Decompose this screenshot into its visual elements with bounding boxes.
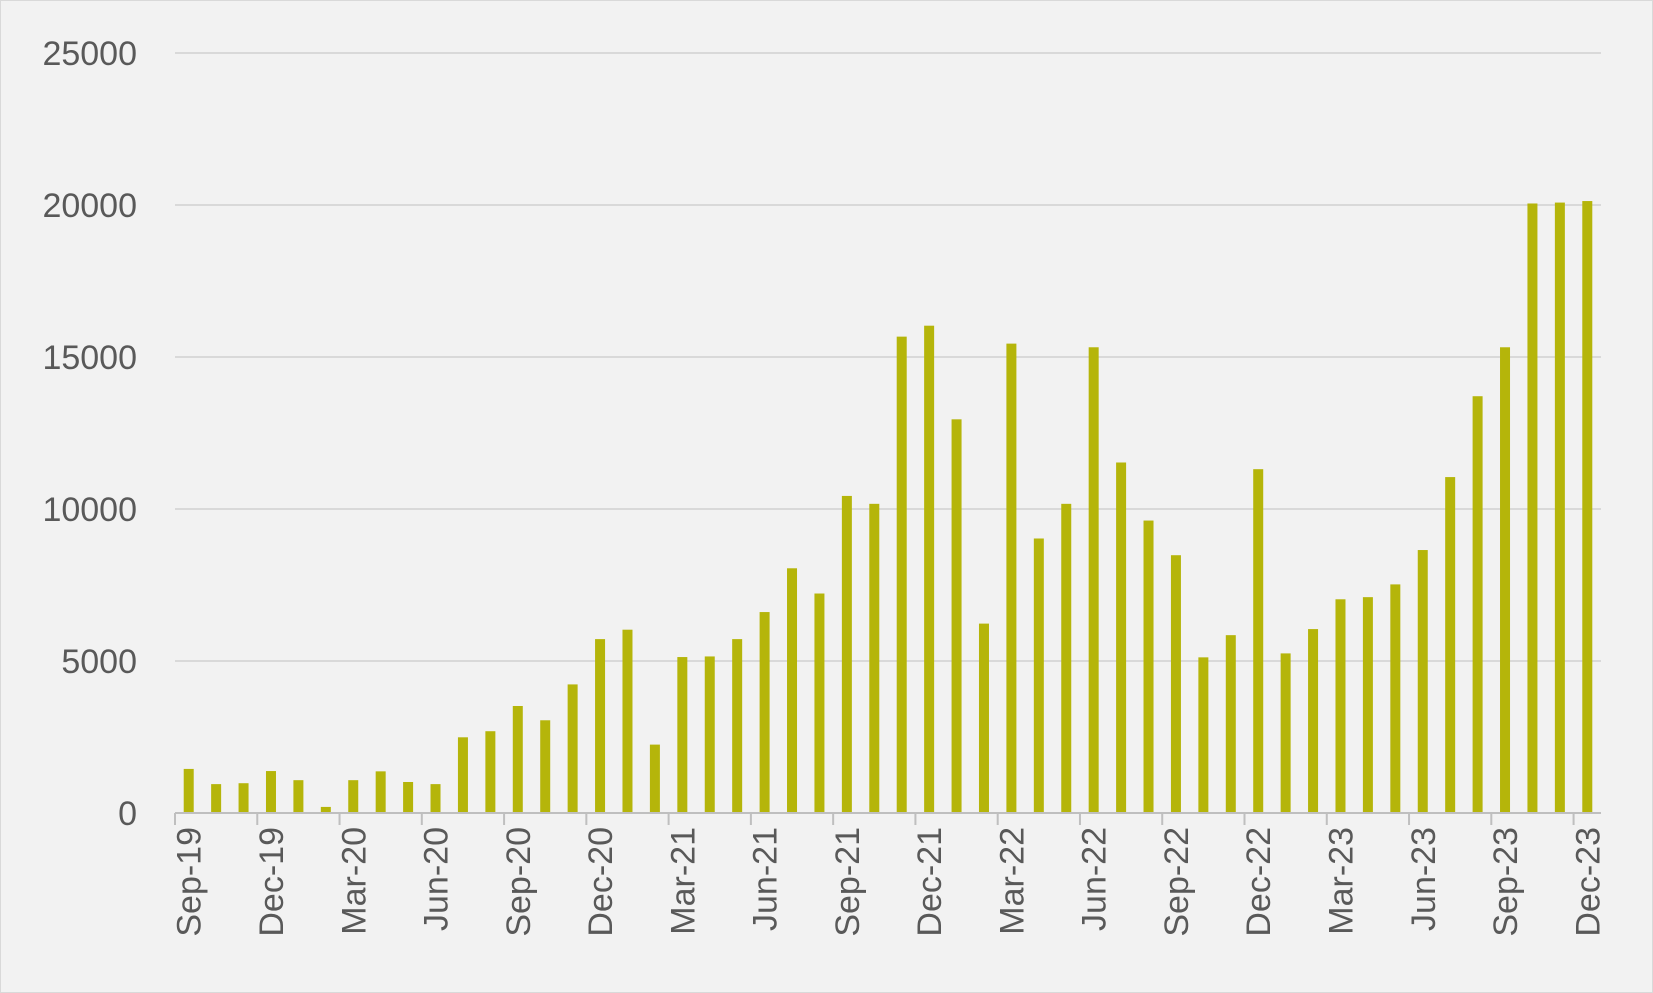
x-tick-label: Sep-19	[171, 827, 209, 937]
bar	[320, 806, 331, 813]
bar	[622, 629, 633, 813]
x-axis-tick-labels: Sep-19 Dec-19 Mar-20 Jun-20 Sep-20 Dec-20 Mar-…	[171, 827, 1608, 937]
bar	[348, 780, 359, 813]
bar	[375, 771, 386, 813]
bar	[1225, 635, 1236, 813]
x-tick-label: Sep-23	[1487, 827, 1525, 937]
y-tick-label: 10000	[42, 491, 137, 529]
bar	[403, 781, 414, 813]
bar	[1198, 657, 1209, 813]
bar	[540, 720, 551, 813]
x-tick-label: Dec-19	[253, 827, 291, 937]
bar-series	[183, 201, 1593, 814]
x-tick-label: Sep-22	[1158, 827, 1196, 937]
bar	[814, 593, 825, 813]
bar	[869, 503, 880, 813]
x-tick-label: Jun-21	[747, 827, 785, 931]
x-tick-label: Dec-20	[582, 827, 620, 937]
x-tick-label: Jun-20	[418, 827, 456, 931]
bar	[595, 639, 606, 813]
bar	[1253, 469, 1264, 813]
bar	[759, 612, 770, 813]
bar	[1472, 396, 1483, 813]
bar	[1445, 477, 1456, 813]
bar	[1006, 343, 1017, 813]
bar	[1582, 201, 1593, 814]
bar	[787, 568, 798, 813]
x-tick-label: Dec-21	[911, 827, 949, 937]
bar	[430, 784, 441, 813]
bar	[1033, 538, 1044, 813]
bar	[1308, 629, 1319, 813]
bar	[485, 731, 496, 813]
bar	[951, 419, 962, 813]
bar	[677, 657, 688, 813]
x-tick-label: Sep-20	[500, 827, 538, 937]
bar	[183, 768, 194, 813]
y-axis-tick-labels: 0 5000 10000 15000 20000 25000	[42, 35, 137, 833]
bar	[1362, 597, 1373, 813]
bar	[1280, 653, 1291, 813]
bar	[1061, 503, 1072, 813]
x-tick-label: Mar-20	[335, 827, 373, 935]
bar	[567, 684, 578, 813]
bar	[211, 784, 222, 813]
x-tick-label: Mar-21	[664, 827, 702, 935]
y-tick-label: 15000	[42, 339, 137, 377]
bar	[924, 325, 935, 813]
x-axis	[174, 812, 1601, 825]
bar	[1554, 202, 1565, 813]
x-tick-label: Dec-22	[1240, 827, 1278, 937]
x-tick-label: Mar-22	[993, 827, 1031, 935]
gridlines	[175, 52, 1601, 662]
bar	[1527, 203, 1538, 814]
bar	[1116, 462, 1127, 813]
bar	[1390, 584, 1401, 813]
y-tick-label: 5000	[61, 643, 137, 681]
bar	[1143, 520, 1154, 813]
bar	[457, 737, 468, 813]
bar	[1170, 555, 1181, 813]
x-tick-label: Jun-23	[1405, 827, 1443, 931]
bar	[1335, 599, 1346, 813]
bar	[978, 623, 989, 813]
y-tick-label: 25000	[42, 35, 137, 73]
bar	[238, 783, 249, 813]
bar	[265, 771, 276, 813]
bar	[704, 656, 715, 813]
y-tick-label: 20000	[42, 187, 137, 225]
x-tick-label: Jun-22	[1076, 827, 1114, 931]
bar	[841, 495, 852, 813]
x-tick-label: Sep-21	[829, 827, 867, 937]
bar	[512, 705, 523, 813]
bar	[649, 744, 660, 813]
bar	[732, 639, 743, 813]
bar	[896, 336, 907, 813]
x-tick-label: Dec-23	[1569, 827, 1607, 937]
x-tick-label: Mar-23	[1322, 827, 1360, 935]
bar	[1417, 550, 1428, 813]
bar	[1088, 347, 1099, 813]
bar	[1500, 347, 1511, 813]
y-tick-label: 0	[118, 795, 137, 833]
bar	[293, 780, 304, 813]
